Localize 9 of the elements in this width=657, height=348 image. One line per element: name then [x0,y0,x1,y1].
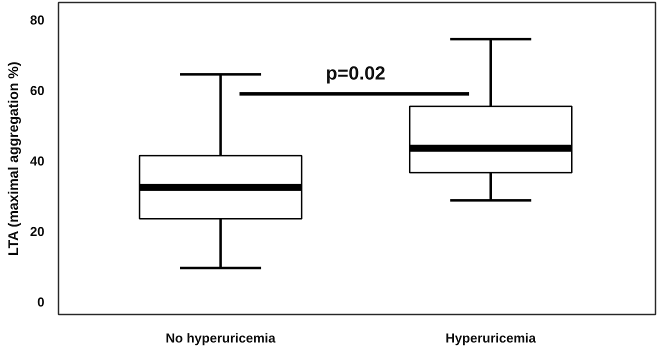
y-axis-title: LTA (maximal aggregation %) [5,62,22,256]
x-tick-label: No hyperuricemia [166,330,276,346]
x-tick-label: Hyperuricemia [446,330,537,346]
y-tick-label: 40 [30,153,45,168]
y-tick-label: 80 [30,12,45,28]
y-tick-label: 0 [37,294,45,310]
annotation: p=0.02 [326,64,386,85]
y-tick-label: 20 [30,224,45,239]
y-tick-label: 60 [30,83,45,98]
